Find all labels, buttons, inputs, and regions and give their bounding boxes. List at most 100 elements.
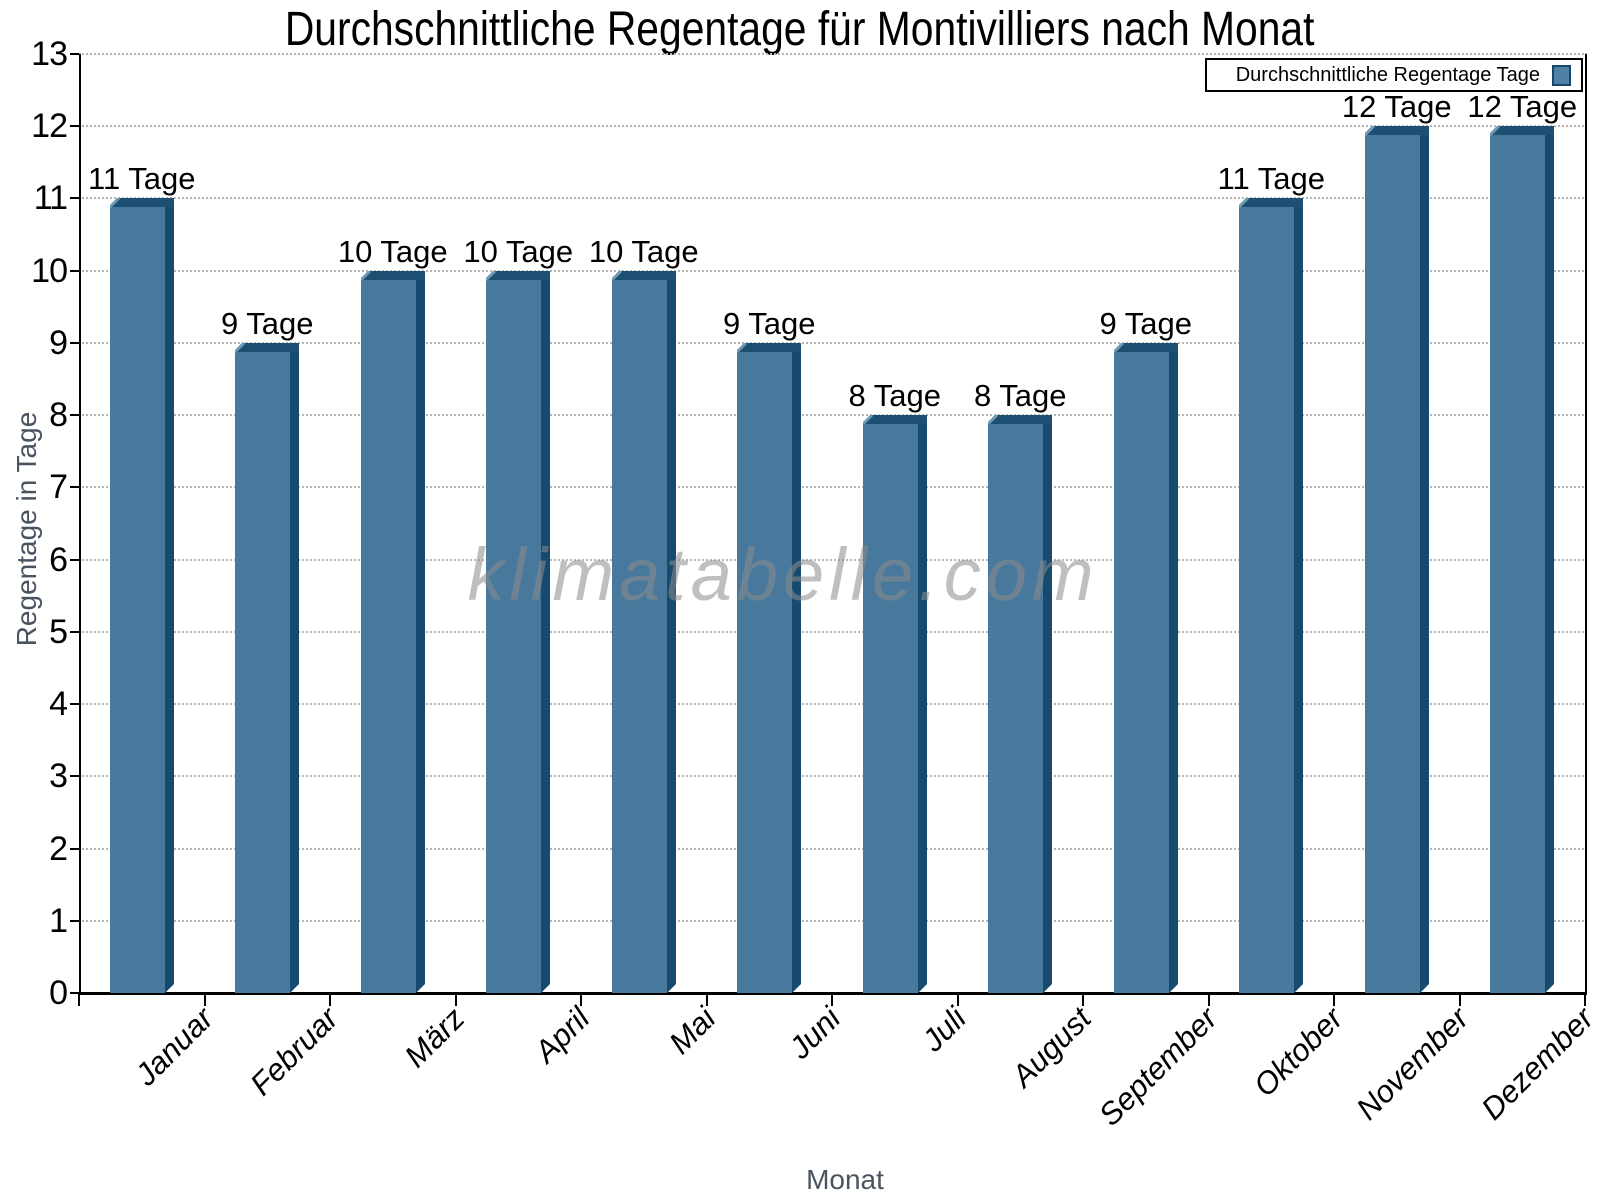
gridline-y2 (79, 847, 1587, 850)
x-axis-title: Monat (806, 1164, 884, 1195)
x-tick-0 (78, 994, 80, 1006)
x-tick-10 (1333, 994, 1335, 1006)
bar-april (486, 271, 551, 993)
y-tick-label-7: 7 (49, 468, 68, 507)
x-category-label-juni: Juni (782, 1000, 848, 1066)
y-tick-10 (70, 269, 79, 272)
x-tick-3 (454, 994, 457, 1006)
bar-märz (360, 271, 425, 993)
gridline-y10 (79, 269, 1587, 272)
y-tick-1 (70, 919, 79, 922)
legend: Durchschnittliche Regentage Tage (1205, 58, 1583, 92)
x-tick-5 (705, 994, 708, 1006)
bar-value-label-august: 8 Tage (973, 378, 1067, 413)
y-tick-4 (70, 703, 79, 706)
gridline-y6 (79, 558, 1587, 561)
x-tick-2 (329, 994, 331, 1006)
y-tick-label-13: 13 (31, 35, 68, 73)
bar-dezember (1490, 126, 1555, 993)
bar-value-label-märz: 10 Tage (337, 234, 448, 269)
bar-value-label-dezember: 12 Tage (1467, 89, 1578, 124)
watermark: klimatabelle.com (467, 533, 1099, 616)
x-tick-12 (1584, 994, 1586, 1006)
x-category-label-april: April (527, 1000, 597, 1070)
bar-value-label-september: 9 Tage (1099, 306, 1192, 341)
y-tick-label-11: 11 (33, 179, 68, 218)
gridline-y8 (79, 414, 1587, 417)
y-tick-11 (70, 197, 79, 200)
y-tick-6 (70, 558, 79, 561)
y-tick-label-3: 3 (49, 757, 68, 796)
bar-mai (611, 271, 676, 993)
y-tick-7 (70, 486, 79, 489)
x-category-label-dezember: Dezember (1474, 1000, 1600, 1127)
bar-februar (235, 343, 300, 993)
right-border-line (1585, 54, 1587, 995)
gridline-y11 (79, 197, 1587, 200)
x-axis-line (79, 992, 1587, 995)
x-category-label-oktober: Oktober (1246, 1000, 1350, 1104)
bar-juli (862, 415, 927, 993)
x-tick-11 (1458, 994, 1461, 1006)
y-tick-label-1: 1 (49, 901, 68, 940)
y-tick-13 (70, 53, 79, 55)
x-category-label-august: August (1005, 1000, 1099, 1094)
gridline-y12 (79, 125, 1587, 128)
x-category-label-mai: Mai (661, 1000, 722, 1061)
bar-november (1364, 126, 1429, 993)
y-axis-line (79, 54, 81, 993)
legend-label: Durchschnittliche Regentage Tage (1235, 63, 1540, 86)
bar-value-label-juni: 9 Tage (722, 306, 816, 341)
y-tick-3 (70, 775, 79, 778)
x-tick-4 (580, 994, 582, 1006)
y-tick-label-9: 9 (49, 323, 68, 362)
bar-value-label-november: 12 Tage (1341, 89, 1452, 124)
y-tick-label-8: 8 (49, 396, 68, 435)
bar-oktober (1239, 198, 1304, 993)
gridline-y1 (79, 919, 1587, 922)
chart-title-text: Durchschnittliche Regentage für Montivil… (285, 3, 1315, 56)
legend-swatch-icon (1552, 64, 1571, 86)
y-tick-9 (70, 341, 79, 344)
y-tick-label-5: 5 (49, 612, 68, 651)
chart-title: Durchschnittliche Regentage für Montivil… (0, 2, 1600, 57)
bar-value-label-januar: 11 Tage (88, 161, 196, 196)
bar-september (1113, 343, 1178, 993)
x-category-label-januar: Januar (128, 1000, 220, 1093)
y-tick-12 (70, 125, 79, 128)
bar-value-label-oktober: 11 Tage (1217, 161, 1325, 196)
gridline-y4 (79, 703, 1587, 706)
x-category-label-september: September (1091, 1000, 1224, 1133)
x-category-label-november: November (1348, 1000, 1475, 1127)
x-category-label-juli: Juli (915, 1000, 973, 1059)
y-tick-8 (70, 414, 79, 417)
bar-juni (737, 343, 802, 993)
bar-august (988, 415, 1053, 993)
x-category-label-märz: März (397, 1000, 471, 1075)
y-tick-label-6: 6 (49, 540, 68, 579)
x-category-label-februar: Februar (243, 1000, 346, 1103)
y-tick-0 (70, 992, 79, 994)
x-tick-8 (1082, 994, 1084, 1006)
gridline-y3 (79, 775, 1587, 778)
x-tick-9 (1207, 994, 1210, 1006)
x-tick-6 (831, 994, 833, 1006)
y-tick-label-0: 0 (49, 974, 68, 1012)
gridline-y5 (79, 630, 1587, 633)
y-tick-label-10: 10 (31, 251, 68, 290)
y-tick-label-4: 4 (49, 685, 68, 724)
y-tick-2 (70, 847, 79, 850)
y-tick-label-12: 12 (31, 107, 68, 146)
bar-value-label-februar: 9 Tage (220, 306, 314, 341)
gridline-y13 (79, 53, 1587, 55)
y-tick-label-2: 2 (49, 829, 68, 868)
y-tick-5 (70, 630, 79, 633)
bar-value-label-april: 10 Tage (463, 234, 574, 269)
bar-januar (109, 198, 174, 993)
x-tick-7 (956, 994, 959, 1006)
gridline-y9 (79, 341, 1587, 344)
gridline-y7 (79, 486, 1587, 489)
bar-value-label-juli: 8 Tage (848, 378, 941, 413)
x-tick-1 (203, 994, 206, 1006)
